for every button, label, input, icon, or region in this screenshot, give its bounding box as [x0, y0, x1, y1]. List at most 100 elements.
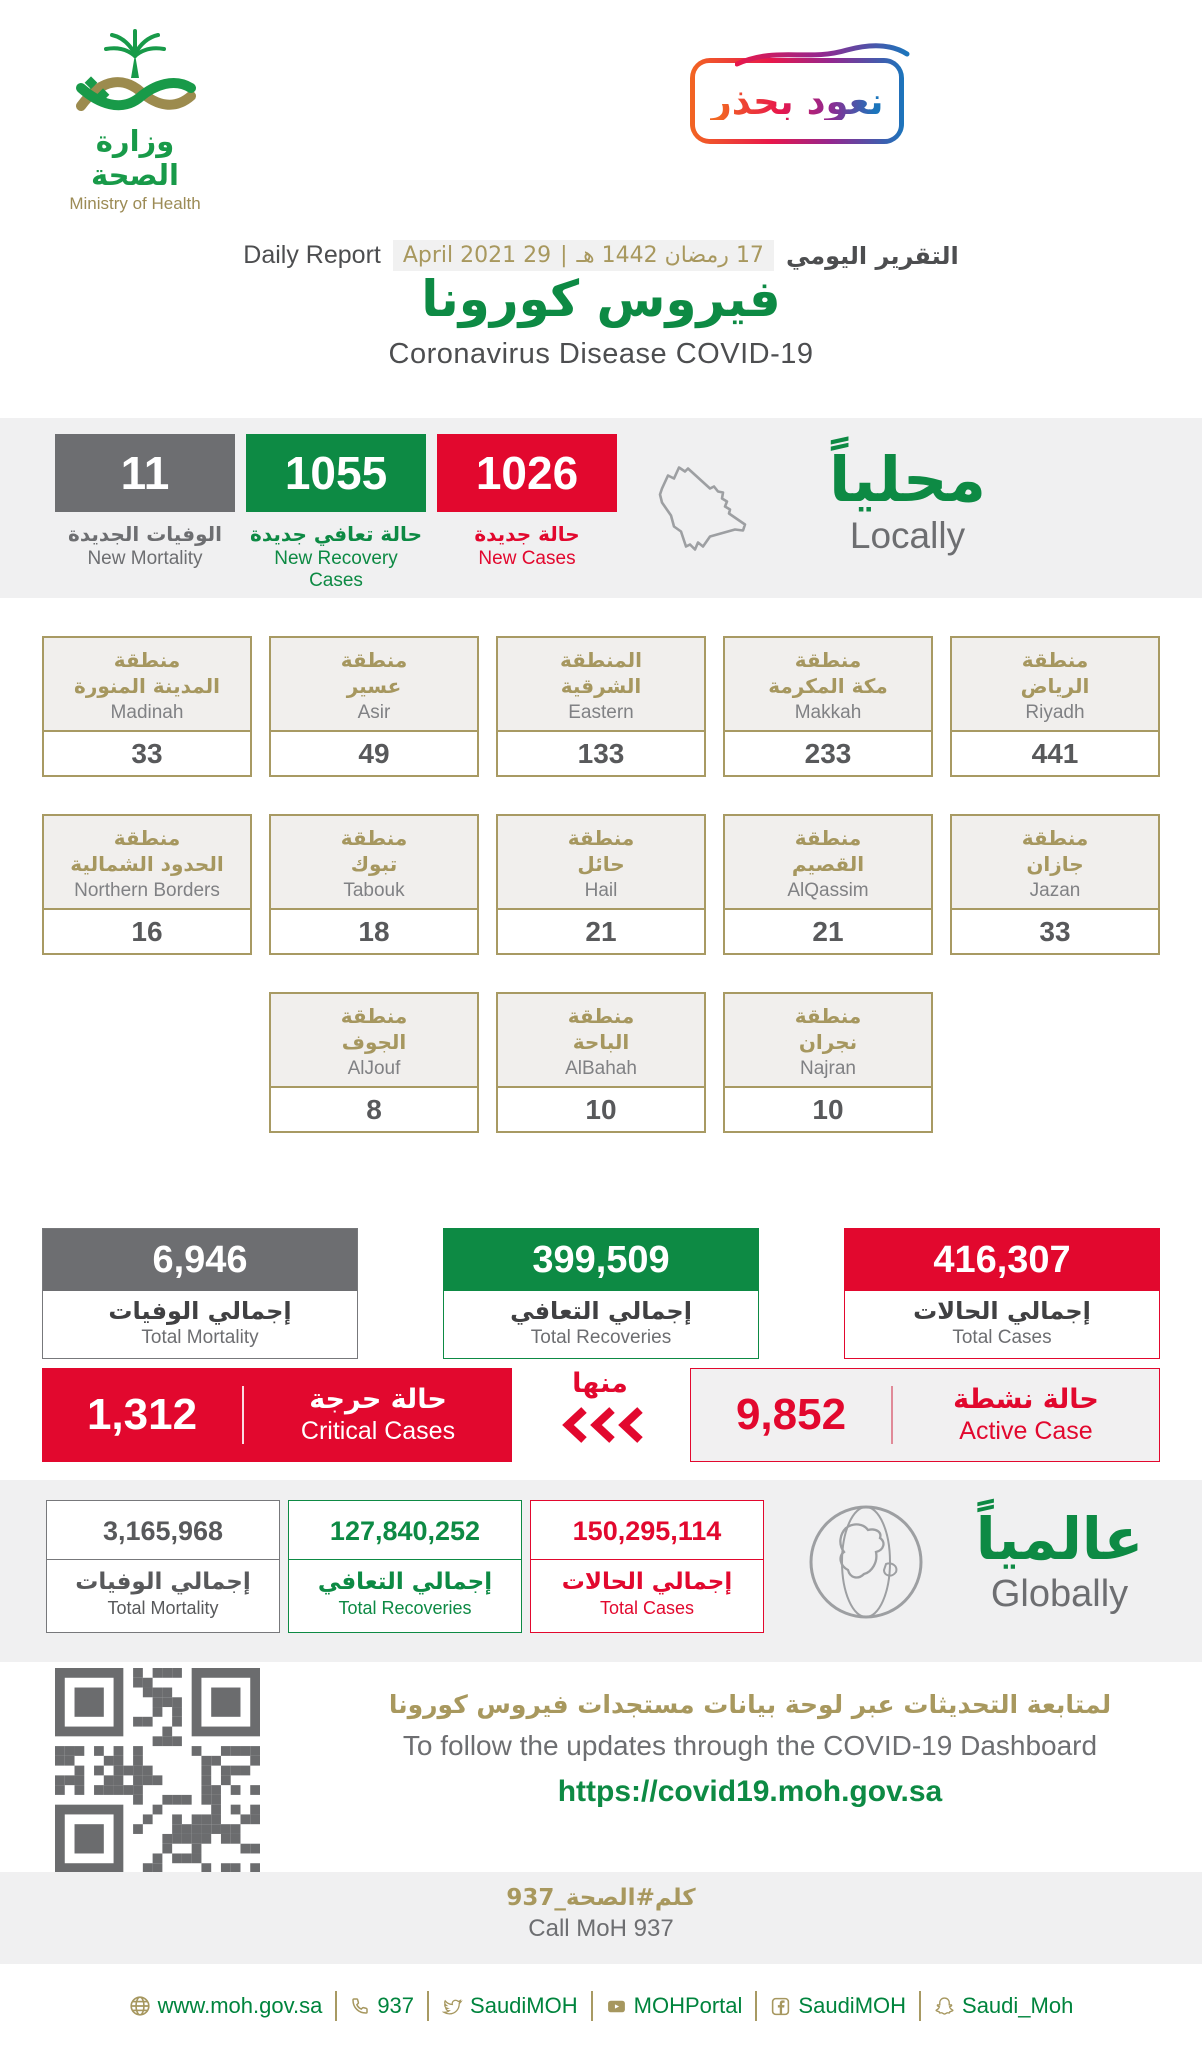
globally-heading: عالمياً Globally	[975, 1505, 1144, 1615]
global-total-mortality-box: 3,165,968 إجمالي الوفيات Total Mortality	[46, 1500, 280, 1633]
new-recoveries-value: 1055	[246, 434, 426, 512]
global-recoveries-value: 127,840,252	[289, 1501, 521, 1560]
active-cases-box: 9,852 حالة نشطة Active Case	[690, 1368, 1160, 1462]
region-value: 133	[577, 738, 625, 769]
divider	[335, 1991, 338, 2021]
date-separator: |	[560, 243, 568, 268]
divider	[242, 1386, 244, 1444]
footer-link-youtube[interactable]: MOHPortal	[606, 1993, 742, 2019]
region-card-najran: منطقة نجران Najran 10	[723, 992, 933, 1133]
region-card-makkah: منطقة مكة المكرمة Makkah 233	[723, 636, 933, 777]
region-card-hail: منطقة حائل Hail 21	[496, 814, 706, 955]
footer-link-facebook[interactable]: SaudiMOH	[770, 1993, 906, 2019]
footer-contact-bar: www.moh.gov.sa 937 SaudiMOH MOHPortal	[0, 1964, 1202, 2048]
total-recoveries-box: 399,509 إجمالي التعافي Total Recoveries	[443, 1228, 759, 1359]
divider	[891, 1386, 893, 1444]
snapchat-icon	[935, 1996, 954, 2015]
page-title-english: Coronavirus Disease COVID-19	[388, 338, 814, 370]
global-cases-value: 150,295,114	[531, 1501, 763, 1560]
call-moh-arabic: كلم#الصحة_937	[506, 1885, 696, 1911]
moh-logo-emblem	[76, 29, 196, 111]
region-value: 10	[585, 1094, 617, 1125]
region-value: 49	[358, 738, 390, 769]
region-row-3: منطقة الجوف AlJouf 8 منطقة الباحة AlBahah …	[0, 992, 1202, 1133]
youtube-icon	[607, 2000, 625, 2012]
qr-code	[55, 1668, 260, 1878]
region-value: 33	[131, 738, 163, 769]
footer-link-twitter[interactable]: SaudiMOH	[442, 1993, 578, 2019]
divider	[427, 1991, 430, 2021]
stat-new-cases: 1026 حالة جديدة New Cases	[437, 434, 617, 570]
region-card-jazan: منطقة جازان Jazan 33	[950, 814, 1160, 955]
total-recoveries-value: 399,509	[444, 1229, 758, 1291]
region-card-northern-borders: منطقة الحدود الشمالية Northern Borders 16	[42, 814, 252, 955]
badge-text: نعود بحذر	[710, 79, 884, 123]
footer-link-snapchat[interactable]: Saudi_Moh	[934, 1993, 1073, 2019]
globe-icon	[130, 1996, 150, 2016]
dashboard-text-en: To follow the updates through the COVID-…	[402, 1730, 1098, 1761]
dashboard-text-ar: لمتابعة التحديثات عبر لوحة بيانات مستجدا…	[388, 1690, 1112, 1719]
region-value: 33	[1039, 916, 1071, 947]
divider	[919, 1991, 922, 2021]
critical-cases-box: 1,312 حالة حرجة Critical Cases	[42, 1368, 512, 1462]
local-totals-row: 6,946 إجمالي الوفيات Total Mortality 399…	[0, 1228, 1202, 1359]
region-value: 10	[812, 1094, 844, 1125]
call-moh-english: Call MoH 937	[528, 1915, 674, 1942]
logo-arabic-name: وزارة الصحة	[91, 124, 179, 192]
region-value: 21	[585, 916, 617, 947]
active-cases-value: 9,852	[735, 1390, 847, 1439]
footer-link-website[interactable]: www.moh.gov.sa	[129, 1993, 322, 2019]
page-title-arabic: فيروس كورونا	[421, 270, 781, 328]
footer-link-phone[interactable]: 937	[350, 1993, 414, 2019]
region-row-1: منطقة المدينة المنورة Madinah 33 منطقة عسي…	[0, 636, 1202, 777]
globally-section: 3,165,968 إجمالي الوفيات Total Mortality…	[0, 1480, 1202, 1662]
region-card-tabouk: منطقة تبوك Tabouk 18	[269, 814, 479, 955]
daily-report-label-ar: التقرير اليومي	[785, 241, 959, 270]
region-card-asir: منطقة عسير Asir 49	[269, 636, 479, 777]
global-total-recoveries-box: 127,840,252 إجمالي التعافي Total Recover…	[288, 1500, 522, 1633]
region-card-riyadh: منطقة الرياض Riyadh 441	[950, 636, 1160, 777]
region-value: 16	[131, 916, 163, 947]
total-cases-box: 416,307 إجمالي الحالات Total Cases	[844, 1228, 1160, 1359]
twitter-icon	[442, 1998, 463, 2014]
globe-icon	[809, 1505, 923, 1619]
region-row-2: منطقة الحدود الشمالية Northern Borders 16…	[0, 814, 1202, 955]
region-value: 233	[804, 738, 852, 769]
report-date: 17 رمضان 1442 هـ | 29 April 2021	[392, 240, 774, 271]
global-total-cases-box: 150,295,114 إجمالي الحالات Total Cases	[530, 1500, 764, 1633]
global-mortality-value: 3,165,968	[47, 1501, 279, 1560]
date-gregorian: 29 April 2021	[402, 243, 552, 268]
critical-cases-value: 1,312	[86, 1390, 198, 1439]
region-card-alqassim: منطقة القصيم AlQassim 21	[723, 814, 933, 955]
locally-heading: محلياً Locally	[829, 443, 986, 557]
dashboard-section: لمتابعة التحديثات عبر لوحة بيانات مستجدا…	[0, 1664, 1202, 1873]
region-card-eastern: المنطقة الشرقية Eastern 133	[496, 636, 706, 777]
stat-new-mortality: 11 الوفيات الجديدة New Mortality	[55, 434, 235, 570]
region-card-madinah: منطقة المدينة المنورة Madinah 33	[42, 636, 252, 777]
report-date-row: Daily Report 17 رمضان 1442 هـ | 29 April…	[0, 240, 1202, 271]
locally-section: 11 الوفيات الجديدة New Mortality 1055 حا…	[0, 418, 1202, 598]
of-which-indicator: منها	[540, 1368, 660, 1448]
date-hijri: 17 رمضان 1442 هـ	[576, 243, 764, 268]
moh-logo: وزارة الصحة Ministry of Health	[52, 22, 218, 214]
daily-report-label-en: Daily Report	[243, 241, 381, 269]
total-mortality-box: 6,946 إجمالي الوفيات Total Mortality	[42, 1228, 358, 1359]
region-value: 21	[812, 916, 844, 947]
critical-active-row: 1,312 حالة حرجة Critical Cases منها 9,85…	[0, 1368, 1202, 1462]
stat-new-recoveries: 1055 حالة تعافي جديدة New Recovery Cases	[246, 434, 426, 592]
return-with-caution-badge: نعود بحذر	[690, 43, 910, 144]
chevrons-left-icon	[562, 1407, 643, 1443]
region-value: 8	[366, 1094, 382, 1125]
region-value: 18	[358, 916, 390, 947]
total-cases-value: 416,307	[845, 1229, 1159, 1291]
new-mortality-value: 11	[55, 434, 235, 512]
dashboard-url-link[interactable]: https://covid19.moh.gov.sa	[557, 1775, 943, 1808]
region-value: 441	[1031, 738, 1079, 769]
call-moh-section: كلم#الصحة_937 Call MoH 937	[0, 1872, 1202, 1964]
region-card-aljouf: منطقة الجوف AlJouf 8	[269, 992, 479, 1133]
region-card-albahah: منطقة الباحة AlBahah 10	[496, 992, 706, 1133]
new-cases-value: 1026	[437, 434, 617, 512]
divider	[590, 1991, 593, 2021]
saudi-arabia-map-icon	[658, 466, 747, 551]
